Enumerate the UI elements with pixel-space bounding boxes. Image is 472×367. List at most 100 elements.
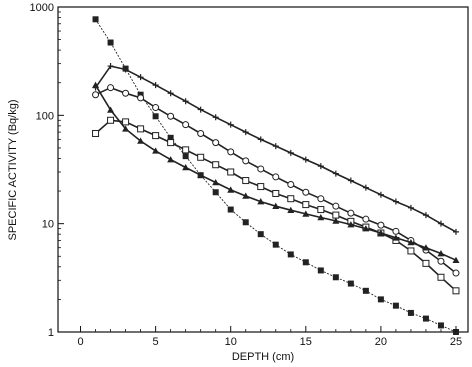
data-point	[92, 91, 100, 99]
data-point	[272, 189, 280, 197]
data-point	[437, 257, 445, 265]
data-point	[377, 296, 384, 303]
data-point	[257, 231, 264, 238]
axis-layer: 0 5 10 15 20 25 1 10 100 1000	[30, 2, 463, 348]
x-tick-label: 20	[375, 336, 387, 348]
data-point	[422, 315, 429, 322]
data-point	[347, 209, 355, 217]
data-point	[332, 202, 340, 210]
data-point	[257, 136, 264, 143]
data-point	[377, 221, 385, 229]
data-point	[392, 198, 399, 205]
data-point	[107, 116, 115, 124]
data-point	[137, 137, 145, 144]
series-1	[92, 63, 459, 235]
data-point	[287, 180, 295, 188]
data-point	[227, 206, 234, 213]
data-point	[167, 156, 175, 163]
data-point	[137, 125, 145, 133]
data-point	[392, 234, 400, 241]
data-point	[437, 322, 444, 329]
data-point	[107, 84, 115, 92]
data-point	[302, 201, 310, 209]
data-point	[422, 212, 429, 219]
data-point	[122, 118, 130, 126]
data-point	[407, 239, 415, 246]
data-point	[407, 309, 414, 316]
data-point	[437, 250, 445, 257]
data-point	[257, 198, 265, 205]
x-tick-label: 5	[153, 336, 159, 348]
data-point	[197, 129, 205, 137]
data-point	[332, 211, 340, 219]
data-point	[362, 287, 369, 294]
data-point	[152, 147, 160, 154]
data-point	[302, 259, 309, 266]
data-point	[182, 98, 189, 105]
data-point	[347, 280, 354, 287]
data-point	[452, 256, 460, 264]
data-point	[392, 302, 399, 309]
data-point	[107, 39, 114, 46]
data-point	[167, 90, 174, 97]
data-point	[107, 63, 114, 70]
data-point	[317, 267, 324, 274]
data-point	[242, 129, 249, 136]
data-point	[212, 178, 220, 186]
series-3	[92, 84, 460, 277]
data-point	[287, 206, 295, 214]
data-point	[317, 214, 325, 221]
data-point	[152, 82, 159, 89]
data-point	[197, 171, 205, 179]
data-point	[362, 215, 370, 223]
data-point	[92, 129, 100, 137]
data-point	[287, 149, 294, 156]
data-point	[212, 114, 219, 121]
data-point	[152, 104, 160, 112]
data-point	[407, 247, 415, 255]
data-point	[302, 210, 310, 217]
data-point	[122, 65, 129, 72]
data-point	[182, 146, 190, 154]
data-point	[317, 163, 324, 170]
data-point	[197, 153, 205, 161]
data-point	[122, 89, 130, 97]
y-tick-label: 100	[36, 110, 54, 122]
data-point	[422, 259, 430, 267]
data-point	[287, 195, 295, 203]
y-tick-label: 1	[48, 327, 54, 339]
data-point	[362, 184, 369, 191]
data-point	[392, 227, 400, 235]
data-point	[422, 244, 430, 251]
data-point	[212, 139, 220, 147]
x-tick-label: 25	[450, 336, 462, 348]
data-point	[302, 156, 309, 163]
series-line	[94, 84, 457, 261]
data-point	[347, 221, 355, 228]
data-point	[332, 274, 339, 281]
data-point	[227, 148, 235, 156]
data-point	[302, 188, 310, 196]
y-tick-label: 1000	[30, 2, 54, 14]
data-point	[227, 168, 235, 176]
data-point	[317, 195, 325, 203]
data-point	[182, 153, 189, 160]
x-tick-label: 15	[300, 336, 312, 348]
y-tick-label: 10	[42, 219, 54, 231]
data-point	[272, 202, 280, 209]
data-point	[272, 173, 280, 181]
data-point	[242, 192, 250, 199]
x-tick-label: 0	[77, 336, 83, 348]
data-point	[92, 81, 100, 88]
data-point	[182, 163, 190, 171]
data-point	[92, 16, 99, 23]
data-point	[242, 177, 250, 185]
data-point	[272, 143, 279, 150]
data-point	[152, 132, 160, 140]
y-axis-label: SPECIFIC ACTIVITY (Bq/kg)	[7, 100, 19, 241]
data-point	[242, 219, 249, 226]
data-point	[122, 125, 130, 132]
data-point	[287, 251, 294, 258]
data-point	[257, 183, 265, 191]
